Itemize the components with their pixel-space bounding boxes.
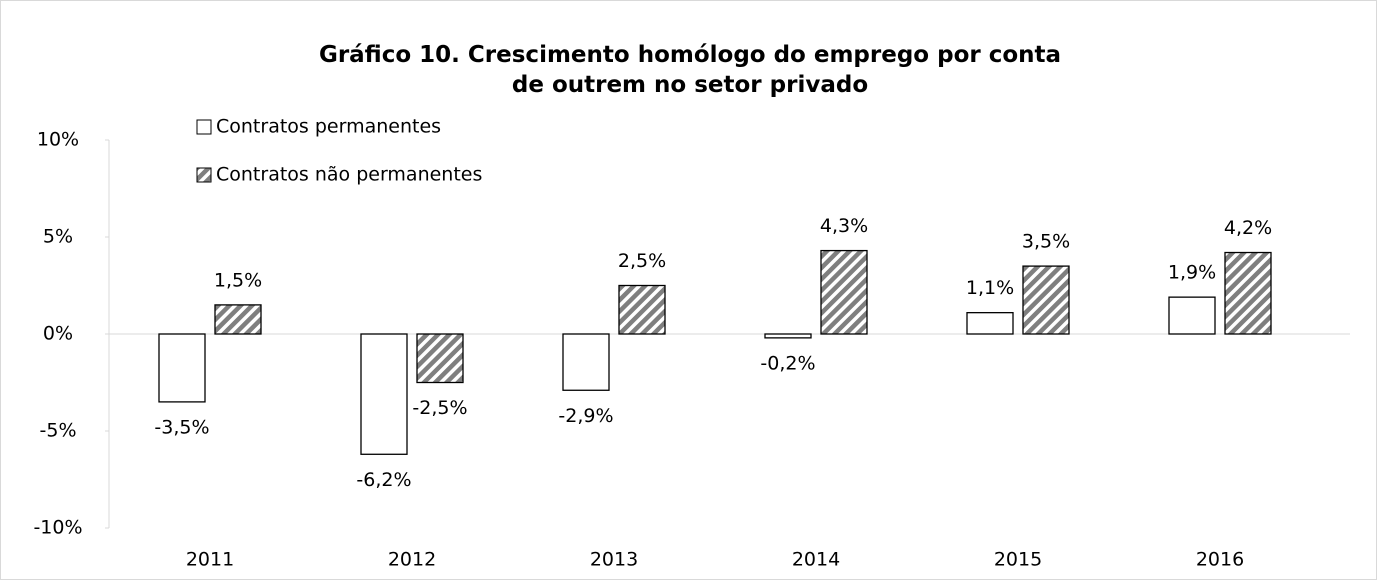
bar bbox=[1022, 265, 1070, 335]
data-label: -2,9% bbox=[558, 405, 613, 427]
y-tick-label: 10% bbox=[37, 129, 79, 151]
bar bbox=[562, 333, 610, 391]
legend-swatch bbox=[196, 167, 212, 183]
bar bbox=[764, 333, 812, 339]
y-tick-label: -10% bbox=[33, 517, 82, 539]
data-label: -6,2% bbox=[356, 469, 411, 491]
x-tick-label: 2014 bbox=[792, 549, 840, 571]
y-tick-label: 5% bbox=[43, 226, 73, 248]
data-label: 1,1% bbox=[966, 277, 1014, 299]
bar bbox=[1224, 251, 1272, 335]
bar bbox=[214, 304, 262, 335]
data-label: -3,5% bbox=[154, 416, 209, 438]
bar bbox=[820, 249, 868, 335]
data-label: -0,2% bbox=[760, 352, 815, 374]
x-tick-label: 2015 bbox=[994, 549, 1042, 571]
bar bbox=[158, 333, 206, 403]
data-label: 3,5% bbox=[1022, 231, 1070, 253]
legend-swatch bbox=[196, 119, 212, 135]
data-label: 1,5% bbox=[214, 269, 262, 291]
bar bbox=[416, 333, 464, 384]
data-label: 1,9% bbox=[1168, 262, 1216, 284]
legend-label: Contratos permanentes bbox=[216, 116, 441, 138]
y-tick-label: -5% bbox=[40, 420, 77, 442]
data-label: 2,5% bbox=[618, 250, 666, 272]
data-label: -2,5% bbox=[412, 397, 467, 419]
data-label: 4,3% bbox=[820, 215, 868, 237]
legend-label: Contratos não permanentes bbox=[216, 164, 482, 186]
bar bbox=[966, 312, 1014, 335]
chart-title: Gráfico 10. Crescimento homólogo do empr… bbox=[318, 42, 1062, 98]
x-tick-label: 2012 bbox=[388, 549, 436, 571]
bar bbox=[360, 333, 408, 455]
data-label: 4,2% bbox=[1224, 217, 1272, 239]
y-tick-label: 0% bbox=[43, 323, 73, 345]
bar bbox=[618, 284, 666, 335]
x-tick-label: 2011 bbox=[186, 549, 234, 571]
x-tick-label: 2016 bbox=[1196, 549, 1244, 571]
x-tick-label: 2013 bbox=[590, 549, 638, 571]
bar bbox=[1168, 296, 1216, 335]
